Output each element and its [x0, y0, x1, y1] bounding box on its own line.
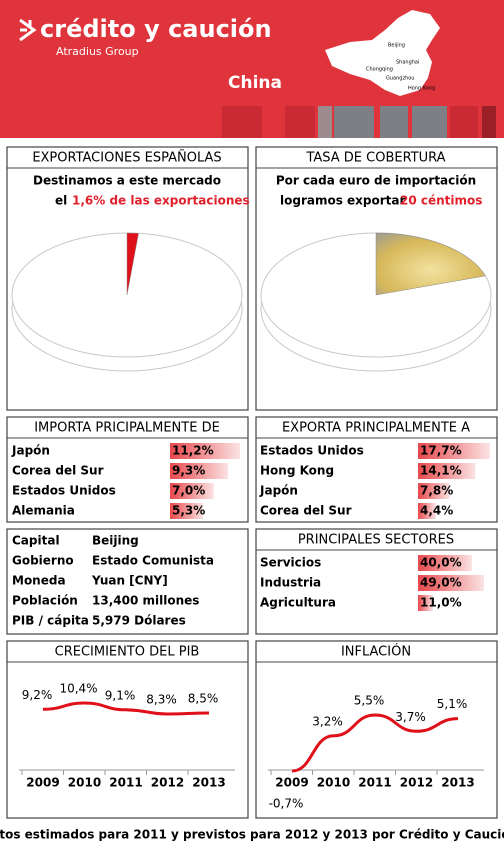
pie-slice: [375, 232, 486, 296]
row-label: Industria: [260, 576, 321, 590]
row-label: Estados Unidos: [12, 484, 116, 498]
bar: [418, 575, 484, 591]
row-label: Hong Kong: [260, 464, 334, 478]
panel-title: IMPORTA PRICIPALMENTE DE: [34, 421, 220, 436]
text: logramos exportar: [280, 194, 405, 208]
x-tick-label: 2009: [275, 776, 308, 790]
highlight: 1,6% de las exportaciones: [72, 194, 250, 208]
bar-label: 11,0%: [420, 596, 462, 610]
line: [291, 713, 459, 773]
value-label: 5,5%: [354, 694, 385, 708]
line: [42, 701, 210, 716]
bar-label: 11,2%: [172, 444, 214, 458]
brand-group: Atradius Group: [56, 45, 139, 58]
row-label: Japón: [259, 484, 298, 498]
footer: Datos estimados para 2011 y previstos pa…: [0, 828, 504, 842]
fact-value: Yuan [CNY]: [91, 574, 168, 588]
bar-label: 9,3%: [172, 464, 205, 478]
value-label: 3,7%: [395, 710, 426, 724]
value-label: 9,1%: [105, 688, 136, 702]
bar-label: 49,0%: [420, 576, 462, 590]
text: Por cada euro de importación: [276, 174, 476, 188]
bar: [418, 443, 490, 459]
value-label: 8,3%: [146, 693, 177, 707]
fact-label: Gobierno: [12, 554, 74, 568]
bar-label: 7,0%: [172, 484, 205, 498]
bar-label: 7,8%: [420, 484, 453, 498]
x-tick-label: 2011: [358, 776, 391, 790]
header-blocks: [222, 106, 496, 138]
bar: [170, 443, 240, 459]
row-label: Estados Unidos: [260, 444, 364, 458]
city: Guangzhou: [386, 76, 414, 82]
pie-slice: [126, 232, 139, 296]
panel-title: EXPORTA PRINCIPALMENTE A: [282, 421, 470, 436]
panel-title: PRINCIPALES SECTORES: [298, 533, 454, 548]
bar-label: 17,7%: [420, 444, 462, 458]
x-tick-label: 2010: [317, 776, 350, 790]
brand: crédito y caución: [40, 15, 272, 43]
fact-value: Beijing: [92, 534, 139, 548]
value-label: 10,4%: [59, 682, 97, 696]
fact-label: Moneda: [12, 574, 66, 588]
fact-label: Capital: [12, 534, 60, 548]
fact-value: Estado Comunista: [92, 554, 214, 568]
city: Beijing: [388, 43, 405, 49]
fact-value: 5,979 Dólares: [92, 614, 186, 628]
bar: [418, 463, 476, 479]
fact-label: PIB / cápita: [12, 614, 89, 628]
logo-mark: [19, 18, 37, 42]
x-tick-label: 2009: [26, 776, 59, 790]
bar: [170, 463, 229, 479]
row-label: Alemania: [12, 504, 75, 518]
value-label: 3,2%: [312, 714, 343, 728]
x-tick-label: 2012: [400, 776, 433, 790]
value-label: 8,5%: [188, 691, 219, 705]
value-label: -0,7%: [269, 797, 304, 811]
fact-label: Población: [12, 594, 78, 608]
bar: [170, 483, 214, 499]
x-tick-label: 2010: [68, 776, 101, 790]
bar: [418, 503, 436, 519]
x-tick-label: 2011: [109, 776, 142, 790]
highlight: 20 céntimos: [400, 194, 482, 208]
bar-label: 5,3%: [172, 504, 205, 518]
panel-title: TASA DE COBERTURA: [305, 151, 445, 166]
bar-label: 14,1%: [420, 464, 462, 478]
fact-value: 13,400 millones: [92, 594, 199, 608]
text: el: [55, 194, 67, 208]
map: [325, 10, 440, 96]
row-label: Japón: [11, 444, 50, 458]
country: China: [228, 73, 282, 93]
value-label: 5,1%: [437, 697, 468, 711]
panel-title: CRECIMIENTO DEL PIB: [55, 645, 200, 660]
x-tick-label: 2013: [441, 776, 474, 790]
x-tick-label: 2012: [151, 776, 184, 790]
row-label: Agricultura: [260, 596, 336, 610]
text: Destinamos a este mercado: [33, 174, 221, 188]
row-label: Servicios: [260, 556, 321, 570]
city: Chongqing: [366, 67, 393, 73]
x-tick-label: 2013: [192, 776, 225, 790]
row-label: Corea del Sur: [12, 464, 104, 478]
panel-title: INFLACIÓN: [341, 644, 411, 660]
bar: [170, 503, 204, 519]
bar-label: 4,4%: [420, 504, 453, 518]
panel-title: EXPORTACIONES ESPAÑOLAS: [32, 150, 221, 166]
bar: [418, 555, 472, 571]
city: Hong Kong: [408, 86, 435, 92]
value-label: 9,2%: [22, 688, 53, 702]
bar: [418, 595, 433, 611]
bar: [418, 483, 450, 499]
city: Shanghai: [396, 60, 419, 66]
row-label: Corea del Sur: [260, 504, 352, 518]
bar-label: 40,0%: [420, 556, 462, 570]
